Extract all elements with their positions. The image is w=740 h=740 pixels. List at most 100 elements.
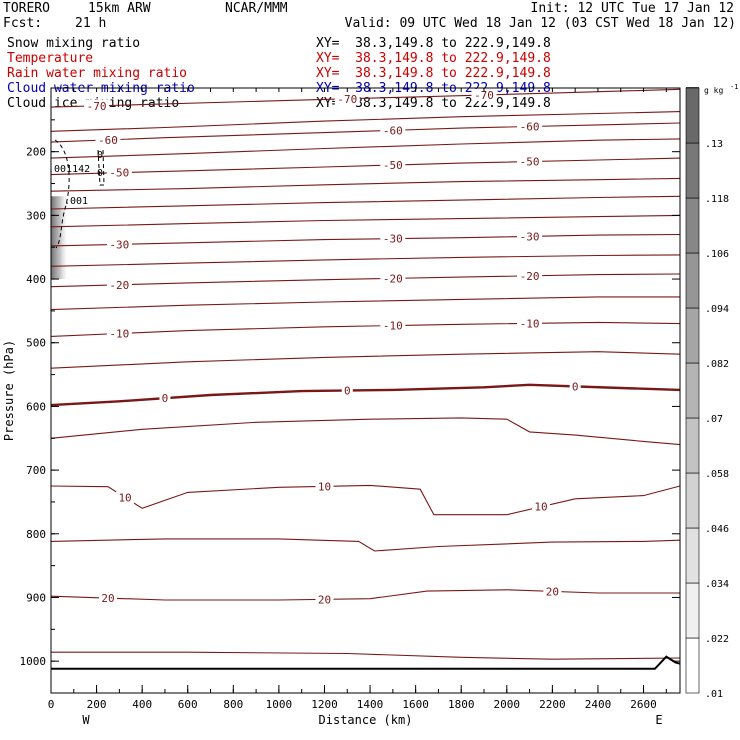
temperature-contour-label: -20 <box>109 279 129 292</box>
cloud-ice-label: 0 <box>97 150 103 161</box>
temperature-contour <box>50 351 681 369</box>
contour-label-bg <box>569 380 581 393</box>
temperature-contour <box>50 484 681 516</box>
contour-label-bg <box>116 491 135 504</box>
cloud-ice-contour <box>54 139 70 249</box>
x-tick-label: 2600 <box>630 698 657 711</box>
temperature-contours: -70 -70 -70 -60 -60 -60 -50 -50 -50 -30 -30 -30 -20 -… <box>50 88 681 660</box>
legend-field-name: Cloud water mixing ratio <box>7 81 195 96</box>
contour-label-bg <box>380 232 406 245</box>
temperature-contour <box>50 88 681 108</box>
x-tick-label: 2000 <box>494 698 521 711</box>
contour-label-bg <box>334 92 360 105</box>
temperature-contour <box>50 195 681 210</box>
y-tick-label: 400 <box>26 273 46 286</box>
x-tick-label: 600 <box>178 698 198 711</box>
colorbar-swatch <box>685 417 700 474</box>
temperature-contour <box>50 538 681 552</box>
model-resolution: 15km ARW <box>88 1 151 16</box>
contour-label-bg <box>106 327 132 340</box>
y-tick-label: 500 <box>26 337 46 350</box>
cloud-ice-label: .001142 <box>48 164 90 175</box>
temperature-contour <box>50 122 681 143</box>
x-tick-label: 400 <box>132 698 152 711</box>
temperature-contour <box>50 589 680 601</box>
temperature-contour-label: -20 <box>520 270 540 283</box>
valid-time: Valid: 09 UTC Wed 18 Jan 12 (03 CST Wed … <box>344 16 736 31</box>
snow-shading-layer <box>51 196 70 280</box>
temperature-contour <box>50 321 681 337</box>
temperature-contour-label: -10 <box>109 328 129 341</box>
contour-label-bg <box>543 585 562 598</box>
temperature-contour <box>50 111 681 132</box>
x-tick-label: 800 <box>223 698 243 711</box>
temperature-contour-label: -70 <box>337 93 357 106</box>
axes: 0 200 400 600 800 1000 1200 1400 1600 1800 2000 220… <box>2 88 680 727</box>
temperature-contour-label: -50 <box>520 156 540 169</box>
y-axis-title: Pressure (hPa) <box>2 340 16 441</box>
contour-label-bg <box>315 593 334 606</box>
contour-label-bg <box>106 166 132 179</box>
colorbar-swatch <box>685 87 700 144</box>
colorbar-label: .034 <box>705 579 729 590</box>
colorbar-unit: g kg <box>704 86 723 95</box>
temperature-contour-label: -20 <box>383 272 403 285</box>
colorbar-top <box>686 87 699 88</box>
colorbar-swatch <box>685 582 700 639</box>
temperature-contour <box>50 417 681 446</box>
temperature-contour-label: -70 <box>474 89 494 102</box>
temperature-contour-label: -10 <box>520 317 540 330</box>
temperature-contour-label: -60 <box>383 124 403 137</box>
y-tick-label: 600 <box>26 400 46 413</box>
cloud-ice-label: .001 <box>64 196 88 207</box>
colorbar-label: .046 <box>705 524 729 535</box>
colorbar-swatch <box>685 252 700 309</box>
temperature-contour-label: -30 <box>383 233 403 246</box>
legend-field-xy: XY= 38.3,149.8 to 222.9,149.8 <box>316 51 551 66</box>
temperature-contour-label: 10 <box>118 491 131 504</box>
cloud-ice-contour <box>97 149 105 186</box>
temperature-contour-label: 10 <box>534 501 547 514</box>
y-tick-label: 200 <box>26 146 46 159</box>
x-tick-label: 1400 <box>357 698 384 711</box>
legend-field-name: Snow mixing ratio <box>7 36 141 51</box>
contour-label-bg <box>159 392 171 405</box>
x-tick-label: 1200 <box>311 698 338 711</box>
temperature-contour-label: -30 <box>109 238 129 251</box>
cloud-ice-label: 0 <box>97 168 103 179</box>
x-axis-title: Distance (km) <box>319 713 413 727</box>
temperature-contour-label: 20 <box>101 592 114 605</box>
legend-field-name: Temperature <box>7 51 94 66</box>
forecast-hour: 21 h <box>75 16 107 31</box>
contour-label-bg <box>95 133 121 146</box>
plot-frame <box>50 87 681 694</box>
temperature-contour <box>50 138 681 159</box>
temperature-contour <box>50 296 680 311</box>
y-tick-label: 800 <box>26 528 46 541</box>
x-tick-label: 2200 <box>539 698 566 711</box>
x-tick-label: 200 <box>87 698 107 711</box>
temperature-contour-label: -50 <box>109 167 129 180</box>
temperature-contour-label: -50 <box>383 159 403 172</box>
colorbar-label: .082 <box>705 359 729 370</box>
temperature-contour-label: -30 <box>520 230 540 243</box>
terrain-profile <box>51 655 681 670</box>
model-name: TORERO <box>3 1 50 16</box>
colorbar-swatch <box>685 637 700 694</box>
temperature-contour-label: 20 <box>318 593 331 606</box>
temperature-contour <box>51 651 681 660</box>
x-tick-label: 0 <box>48 698 55 711</box>
contour-label-bg <box>517 230 543 243</box>
terrain-line <box>51 655 681 670</box>
y-tick-label: 900 <box>26 591 46 604</box>
contour-label-bg <box>106 278 132 291</box>
contour-label-bg <box>517 317 543 330</box>
colorbar: .01 .022 .034 .046 .058 .07 .082 .094 .106 .118 .1… <box>685 83 738 700</box>
legend-field-xy: XY= 38.3,149.8 to 222.9,149.8 <box>316 36 551 51</box>
temperature-contour <box>50 177 681 192</box>
contour-label-bg <box>471 89 497 102</box>
init-time: Init: 12 UTC Tue 17 Jan 12 <box>530 1 735 16</box>
temperature-contour <box>50 383 681 407</box>
temperature-contour-label: 0 <box>572 380 579 393</box>
contour-label-bg <box>380 272 406 285</box>
